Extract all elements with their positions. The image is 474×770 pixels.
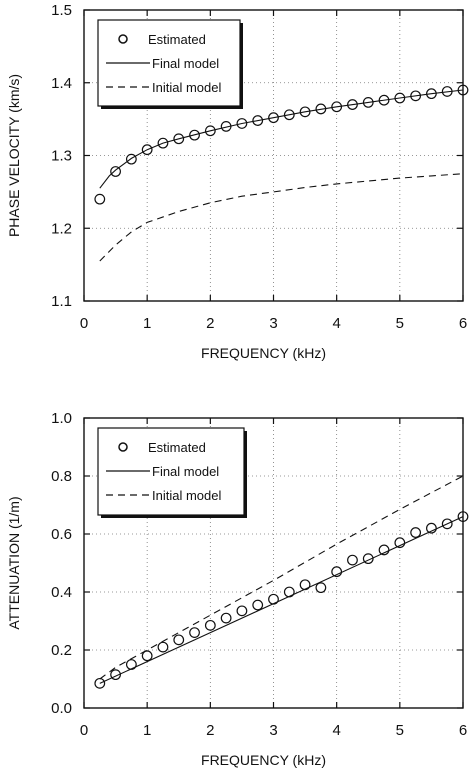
legend-label: Final model	[152, 464, 219, 479]
x-tick-label: 6	[459, 315, 467, 332]
legend-marker-circle	[118, 442, 128, 452]
x-tick-label: 2	[206, 315, 214, 332]
chart-panel-1: 0 1 2 3 4 5 6 1.1 1.2 1.3 1.4 1.5 FREQUENCY (kHz) PHA…	[6, 2, 469, 361]
data-point-estimated	[204, 619, 216, 631]
y-axis-label: ATTENUATION (1/m)	[6, 496, 22, 629]
series-line-initial-model	[99, 475, 464, 680]
y-tick-label: 0.8	[51, 468, 72, 485]
data-point-estimated	[173, 634, 185, 646]
y-tick-label: 1.2	[51, 220, 72, 237]
legend-label: Initial model	[152, 488, 221, 503]
x-axis-label: FREQUENCY (kHz)	[201, 345, 326, 361]
data-point-estimated	[110, 166, 121, 177]
x-tick-label: 4	[332, 315, 340, 332]
y-tick-label: 0.0	[51, 700, 72, 717]
y-tick-label: 1.1	[51, 293, 72, 310]
legend-label: Final model	[152, 56, 219, 71]
x-tick-label: 0	[80, 315, 88, 332]
y-tick-label: 1.3	[51, 148, 72, 165]
x-tick-label: 6	[459, 722, 467, 739]
y-tick-label: 1.4	[51, 75, 72, 92]
x-tick-label: 4	[332, 722, 340, 739]
x-axis-label: FREQUENCY (kHz)	[201, 752, 326, 768]
x-tick-label: 3	[269, 722, 277, 739]
data-point-estimated	[410, 527, 422, 538]
x-tick-label: 2	[206, 722, 214, 739]
data-point-estimated	[94, 193, 106, 205]
x-tick-label: 5	[396, 722, 404, 739]
y-tick-label: 0.4	[51, 584, 72, 601]
x-tick-label: 1	[143, 722, 151, 739]
data-point-estimated	[141, 650, 153, 662]
legend: Estimated Final model Initial model	[97, 427, 247, 518]
x-tick-label: 3	[269, 315, 277, 332]
y-axis-label: PHASE VELOCITY (km/s)	[6, 74, 22, 237]
data-point-estimated	[189, 627, 200, 638]
plot-frame	[83, 9, 464, 302]
legend-marker-circle	[118, 34, 128, 44]
series-line-final-model	[99, 89, 464, 189]
legend-label: Initial model	[152, 80, 221, 95]
legend-label: Estimated	[148, 32, 206, 47]
x-tick-label: 1	[143, 315, 151, 332]
data-point-estimated	[236, 605, 248, 617]
data-point-estimated	[347, 554, 358, 566]
x-tick-label: 5	[396, 315, 404, 332]
series-line-final-model	[99, 516, 464, 684]
x-tick-label: 0	[80, 722, 88, 739]
chart-panel-2: 0 1 2 3 4 5 6 0.0 0.2 0.4 0.6 0.8 1.0 FREQUENCY (kHz)…	[6, 410, 469, 768]
legend: Estimated Final model Initial model	[97, 19, 243, 109]
legend-label: Estimated	[148, 440, 206, 455]
y-tick-label: 0.2	[51, 642, 72, 659]
series-line-initial-model	[99, 173, 464, 262]
y-tick-label: 1.0	[51, 410, 72, 427]
data-point-estimated	[125, 153, 137, 165]
data-point-estimated	[252, 599, 264, 611]
data-point-estimated	[315, 582, 327, 594]
y-tick-label: 0.6	[51, 526, 72, 543]
data-point-estimated	[220, 612, 232, 624]
y-tick-label: 1.5	[51, 2, 72, 19]
plot-frame	[83, 417, 464, 709]
data-point-estimated	[157, 641, 169, 653]
